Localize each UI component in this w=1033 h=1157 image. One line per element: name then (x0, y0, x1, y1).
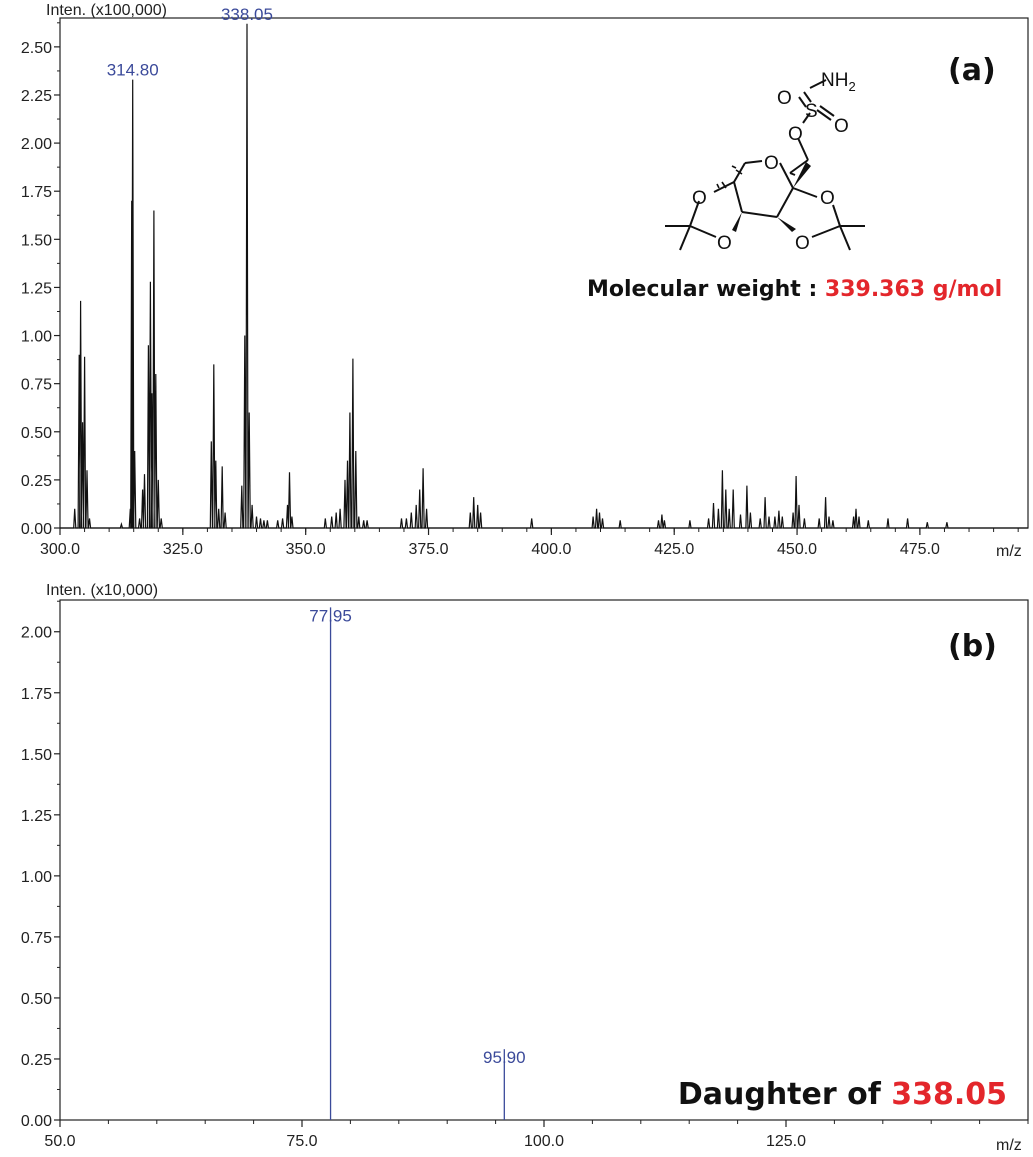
y-tick-label-b: 2.00 (21, 625, 52, 642)
y-axis-a: 0.00 0.25 0.50 0.75 1.00 1.25 1.50 1.75 2.00 2.25… (21, 22, 60, 538)
y-tick-label-b: 0.50 (21, 991, 52, 1008)
structure-o: O (795, 233, 810, 254)
x-tick-label-b: 100.0 (524, 1133, 564, 1150)
panel-label-a: (a) (948, 53, 996, 88)
x-tick-label-a: 325.0 (163, 541, 203, 558)
molecule-wedges (732, 162, 811, 232)
y-axis-b: 0.00 0.25 0.50 0.75 1.00 1.25 1.50 1.75 2.00 (21, 600, 60, 1130)
panel-a: Inten. (x100,000) 0.00 0.25 0.50 0.75 1.00 1.… (21, 2, 1029, 560)
y-tick-label-b: 1.25 (21, 808, 52, 825)
x-tick-label-a: 300.0 (40, 541, 80, 558)
molecular-weight-annotation: Molecular weight : 339.363 g/mol (587, 277, 1002, 302)
structure-s: S (805, 101, 818, 122)
structure-o: O (820, 188, 835, 209)
x-tick-label-b: 50.0 (44, 1133, 75, 1150)
peak-label: 338.05 (221, 5, 273, 24)
y-tick-label-b: 0.00 (21, 1113, 52, 1130)
x-tick-label-a: 450.0 (777, 541, 817, 558)
plot-frame-b (59, 599, 1029, 1121)
xlabel-a: m/z (996, 543, 1022, 560)
x-tick-label-b: 75.0 (286, 1133, 317, 1150)
mw-prefix: Molecular weight : (587, 277, 825, 302)
y-tick-label-b: 1.75 (21, 686, 52, 703)
x-tick-label-a: 400.0 (531, 541, 571, 558)
peak-labels-a: 314.80 338.05 (107, 5, 273, 80)
x-tick-label-a: 375.0 (409, 541, 449, 558)
y-tick-label-b: 0.75 (21, 930, 52, 947)
y-tick-label-a: 0.25 (21, 473, 52, 490)
structure-o: O (717, 233, 732, 254)
structure-o: O (692, 188, 707, 209)
peak-label: 77.95 (309, 606, 352, 625)
panel-label-b: (b) (948, 629, 997, 664)
y-tick-label-a: 1.00 (21, 329, 52, 346)
y-tick-label-a: 0.75 (21, 377, 52, 394)
panel-b: Inten. (x10,000) 0.00 0.25 0.50 0.75 1.00 1.2… (21, 582, 1029, 1154)
peak-label: 95.90 (483, 1048, 526, 1067)
spectrum-trace-a (60, 23, 1028, 529)
nh2-label: NH2 (821, 70, 856, 94)
y-tick-label-a: 0.00 (21, 521, 52, 538)
structure-o: O (834, 116, 849, 137)
y-tick-label-a: 2.25 (21, 88, 52, 105)
y-tick-label-b: 1.00 (21, 869, 52, 886)
structure-o: O (788, 124, 803, 145)
structure-o: O (764, 153, 779, 174)
x-tick-label-a: 425.0 (654, 541, 694, 558)
x-axis-b: 50.0 75.0 100.0 125.0 (44, 1120, 1029, 1150)
y-tick-label-a: 2.00 (21, 136, 52, 153)
mw-value: 339.363 g/mol (825, 277, 1002, 302)
x-tick-label-a: 475.0 (900, 541, 940, 558)
molecule-hashes (716, 165, 743, 189)
plot-frame-a (59, 17, 1029, 529)
spectrum-bars-b: 77.95 95.90 (309, 606, 526, 1120)
y-tick-label-b: 0.25 (21, 1052, 52, 1069)
daughter-value: 338.05 (891, 1077, 1007, 1112)
x-axis-a: 300.0 325.0 350.0 375.0 400.0 425.0 450.0 475.0 (40, 528, 1019, 558)
x-tick-label-a: 350.0 (286, 541, 326, 558)
molecule-labels: NH2 O S O O O O O O O (692, 70, 856, 254)
y-tick-label-a: 0.50 (21, 425, 52, 442)
daughter-prefix: Daughter of (678, 1077, 891, 1112)
peak-label: 314.80 (107, 61, 159, 80)
ylabel-a: Inten. (x100,000) (46, 2, 167, 19)
xlabel-b: m/z (996, 1137, 1022, 1154)
ylabel-b: Inten. (x10,000) (46, 582, 158, 599)
daughter-annotation: Daughter of 338.05 (678, 1077, 1007, 1112)
structure-o: O (777, 88, 792, 109)
y-tick-label-a: 2.50 (21, 40, 52, 57)
x-tick-label-b: 125.0 (766, 1133, 806, 1150)
molecule-structure (665, 79, 865, 251)
y-tick-label-a: 1.50 (21, 232, 52, 249)
y-tick-label-a: 1.25 (21, 280, 52, 297)
y-tick-label-a: 1.75 (21, 184, 52, 201)
y-tick-label-b: 1.50 (21, 747, 52, 764)
